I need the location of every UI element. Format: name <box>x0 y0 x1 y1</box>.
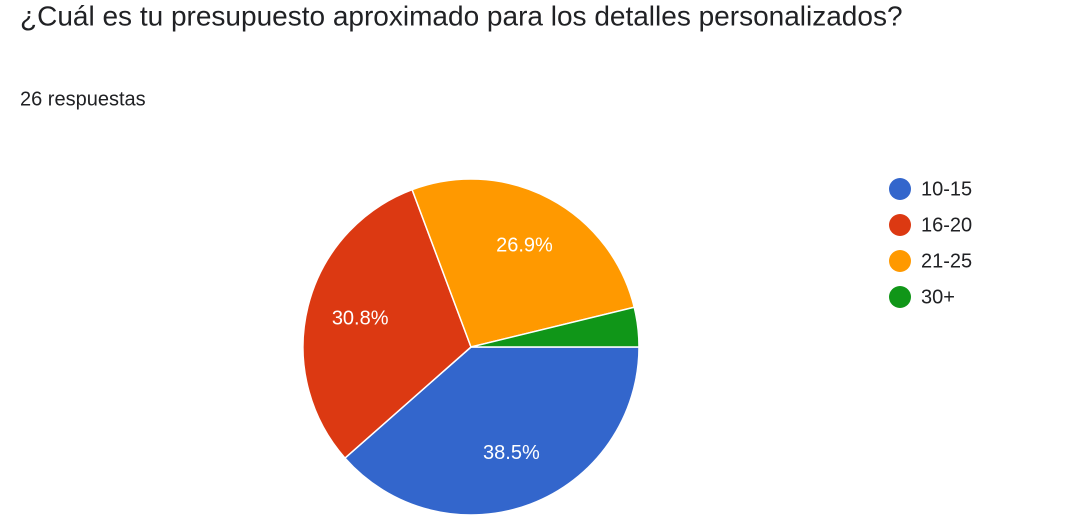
chart-title: ¿Cuál es tu presupuesto aproximado para … <box>20 0 903 31</box>
chart-subtitle: 26 respuestas <box>20 88 146 110</box>
pie-slice <box>411 178 636 348</box>
data-label: 38.5% <box>483 442 540 464</box>
legend-swatch <box>889 250 911 272</box>
data-label: 30.8% <box>332 308 389 330</box>
legend-label: 16-20 <box>921 214 972 236</box>
pie-slice <box>470 306 640 348</box>
legend-swatch <box>889 178 911 200</box>
data-label: 26.9% <box>496 234 553 256</box>
legend-swatch <box>889 286 911 308</box>
legend-label: 30+ <box>921 286 955 308</box>
legend-swatch <box>889 214 911 236</box>
pie-slice <box>302 188 472 460</box>
legend-label: 10-15 <box>921 178 972 200</box>
legend-label: 21-25 <box>921 250 972 272</box>
pie-slice <box>343 346 640 516</box>
